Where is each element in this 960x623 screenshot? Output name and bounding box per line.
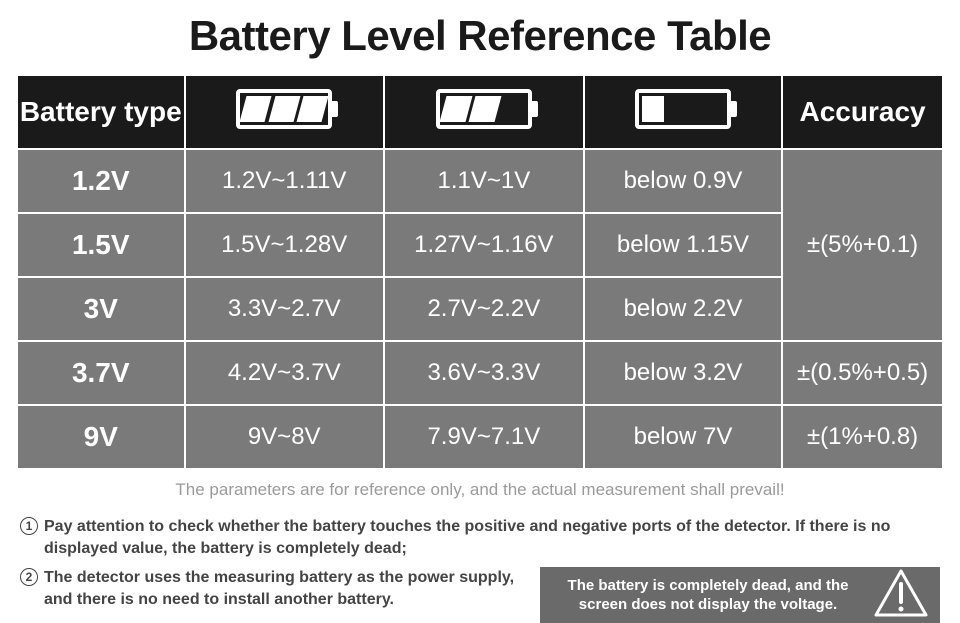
cell-half: 2.7V~2.2V — [385, 278, 583, 340]
table-row: 1.2V 1.2V~1.11V 1.1V~1V below 0.9V ±(5%+… — [18, 150, 942, 212]
cell-full: 4.2V~3.7V — [186, 342, 383, 404]
cell-low: below 1.15V — [585, 214, 781, 276]
footnote-1: 1 Pay attention to check whether the bat… — [20, 516, 940, 559]
footnote-text: Pay attention to check whether the batte… — [44, 516, 940, 559]
footnote-2: 2 The detector uses the measuring batter… — [20, 567, 528, 610]
cell-type: 1.5V — [18, 214, 184, 276]
page-title: Battery Level Reference Table — [16, 12, 944, 60]
cell-half: 1.1V~1V — [385, 150, 583, 212]
page-container: Battery Level Reference Table Battery ty… — [0, 0, 960, 623]
cell-type: 9V — [18, 406, 184, 468]
cell-low: below 3.2V — [585, 342, 781, 404]
cell-full: 1.5V~1.28V — [186, 214, 383, 276]
warning-triangle-icon — [874, 569, 928, 622]
cell-low: below 2.2V — [585, 278, 781, 340]
cell-low: below 0.9V — [585, 150, 781, 212]
battery-half-icon — [436, 89, 532, 129]
battery-full-icon — [236, 89, 332, 129]
table-header-row: Battery type — [18, 76, 942, 148]
header-battery-type: Battery type — [18, 76, 184, 148]
warning-box: The battery is completely dead, and the … — [540, 567, 940, 623]
cell-type: 1.2V — [18, 150, 184, 212]
cell-accuracy: ±(1%+0.8) — [783, 406, 942, 468]
cell-half: 1.27V~1.16V — [385, 214, 583, 276]
cell-half: 7.9V~7.1V — [385, 406, 583, 468]
cell-accuracy: ±(5%+0.1) — [783, 150, 942, 340]
table-body: 1.2V 1.2V~1.11V 1.1V~1V below 0.9V ±(5%+… — [18, 150, 942, 468]
reference-table: Battery type — [16, 74, 944, 470]
cell-type: 3.7V — [18, 342, 184, 404]
cell-full: 3.3V~2.7V — [186, 278, 383, 340]
cell-half: 3.6V~3.3V — [385, 342, 583, 404]
cell-type: 3V — [18, 278, 184, 340]
header-accuracy: Accuracy — [783, 76, 942, 148]
cell-full: 1.2V~1.11V — [186, 150, 383, 212]
cell-low: below 7V — [585, 406, 781, 468]
header-battery-half — [385, 76, 583, 148]
footnote-text: The detector uses the measuring battery … — [44, 567, 528, 610]
header-battery-low — [585, 76, 781, 148]
cell-accuracy: ±(0.5%+0.5) — [783, 342, 942, 404]
warning-text: The battery is completely dead, and the … — [552, 576, 864, 615]
footnote-number-icon: 2 — [20, 568, 38, 586]
battery-low-icon — [635, 89, 731, 129]
table-row: 9V 9V~8V 7.9V~7.1V below 7V ±(1%+0.8) — [18, 406, 942, 468]
cell-full: 9V~8V — [186, 406, 383, 468]
reference-note: The parameters are for reference only, a… — [16, 480, 944, 500]
table-row: 3.7V 4.2V~3.7V 3.6V~3.3V below 3.2V ±(0.… — [18, 342, 942, 404]
footnote-number-icon: 1 — [20, 517, 38, 535]
footnotes: 1 Pay attention to check whether the bat… — [16, 516, 944, 623]
header-battery-full — [186, 76, 383, 148]
